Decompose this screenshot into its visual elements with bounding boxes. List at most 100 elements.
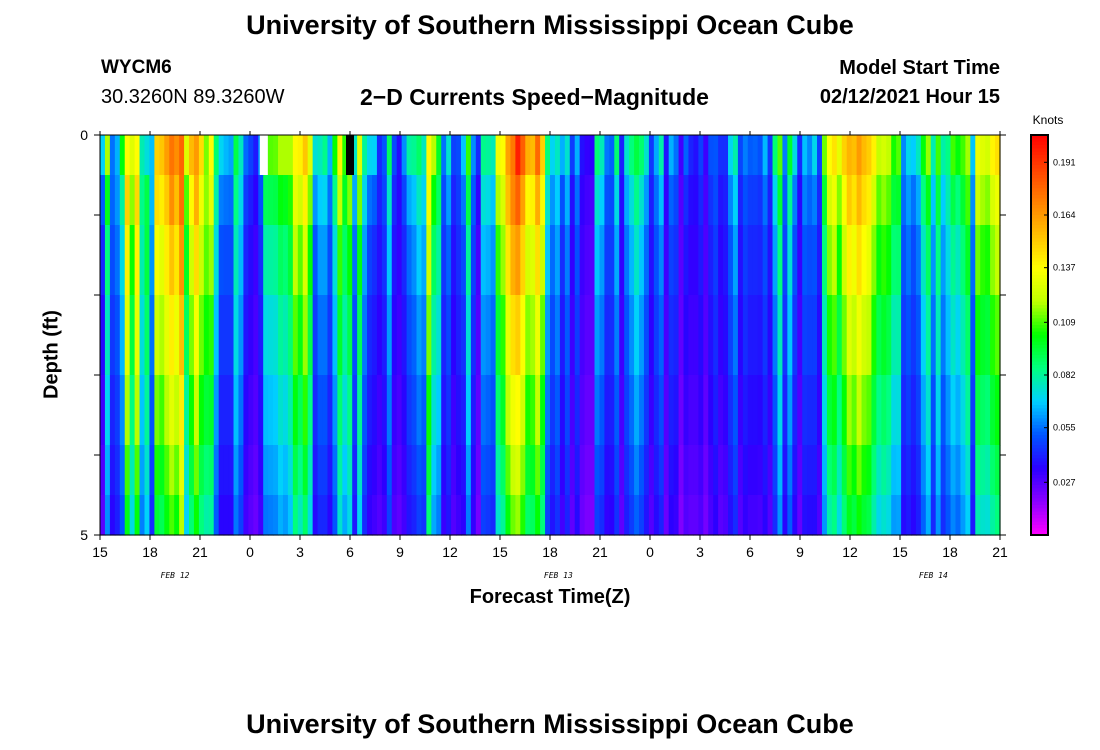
heatmap-cell [134, 375, 141, 446]
heatmap-cell [228, 445, 235, 496]
heatmap-cell [569, 445, 576, 496]
heatmap-cell [243, 375, 249, 446]
heatmap-cell [723, 495, 729, 536]
heatmap-cell [802, 225, 808, 296]
heatmap-cell [505, 295, 512, 376]
heatmap-cell [574, 135, 581, 176]
heatmap-cell [708, 135, 714, 176]
colorbar-swatch [1031, 141, 1048, 146]
plot-title: 2−D Currents Speed−Magnitude [360, 84, 709, 110]
heatmap-cell [861, 175, 868, 226]
heatmap-cell [787, 495, 793, 536]
heatmap-cell [826, 175, 833, 226]
heatmap-cell [876, 295, 882, 376]
heatmap-cell [292, 495, 299, 536]
heatmap-cell [278, 375, 284, 446]
heatmap-cell [648, 445, 655, 496]
heatmap-cell [554, 295, 561, 376]
heatmap-cell [342, 375, 348, 446]
heatmap-cell [831, 445, 838, 496]
heatmap-cell [104, 175, 111, 226]
colorbar-swatch [1031, 218, 1048, 223]
heatmap-cell [273, 135, 279, 176]
heatmap-cell [535, 295, 541, 376]
heatmap-cell [955, 445, 962, 496]
heatmap-cell [144, 175, 151, 226]
heatmap-cell [456, 375, 462, 446]
heatmap-cell [287, 175, 294, 226]
heatmap-cell [965, 445, 971, 496]
colorbar-tick-label: 0.164 [1053, 210, 1076, 220]
heatmap-cell [787, 375, 793, 446]
heatmap-cell [841, 225, 848, 296]
heatmap-cell [139, 175, 146, 226]
heatmap-cell [480, 295, 487, 376]
heatmap-cell [797, 225, 803, 296]
heatmap-cell [485, 375, 492, 446]
heatmap-cell [282, 445, 289, 496]
heatmap-cell [737, 175, 744, 226]
heatmap-cell [470, 135, 477, 176]
heatmap-cell [718, 445, 724, 496]
heatmap-cell [485, 495, 492, 536]
heatmap-cell [129, 445, 136, 496]
heatmap-cell [915, 445, 922, 496]
colorbar-swatch [1031, 271, 1048, 276]
heatmap-cell [985, 445, 991, 496]
heatmap-cell [362, 445, 368, 496]
heatmap-cell [930, 375, 937, 446]
heatmap-cell [134, 295, 141, 376]
colorbar-swatch [1031, 468, 1048, 473]
heatmap-cell [713, 175, 719, 226]
heatmap-cell [698, 225, 704, 296]
heatmap-cell [915, 295, 922, 376]
heatmap-cell [559, 225, 566, 296]
heatmap-cell [950, 175, 957, 226]
heatmap-cell [599, 295, 605, 376]
colorbar-swatch [1031, 445, 1048, 449]
heatmap-cell [861, 445, 868, 496]
heatmap-cell [376, 445, 383, 496]
heatmap-cell [431, 135, 437, 176]
heatmap-cell [856, 175, 863, 226]
heatmap-cell [436, 445, 442, 496]
heatmap-cell [203, 225, 210, 296]
heatmap-cell [114, 175, 121, 226]
heatmap-cell [747, 175, 754, 226]
heatmap-cell [480, 495, 487, 536]
heatmap-cell [441, 495, 447, 536]
heatmap-cell [114, 445, 121, 496]
heatmap-cell [703, 295, 709, 376]
heatmap-cells [100, 135, 1001, 536]
heatmap-cell [836, 225, 843, 296]
colorbar-swatch [1031, 508, 1048, 513]
heatmap-cell [332, 495, 338, 536]
heatmap-cell [980, 445, 986, 496]
heatmap-cell [668, 295, 675, 376]
heatmap-cell [441, 175, 447, 226]
heatmap-cell [945, 175, 952, 226]
heatmap-cell [906, 445, 912, 496]
heatmap-cell [515, 175, 521, 226]
heatmap-cell [134, 135, 141, 176]
colorbar-swatch [1031, 288, 1048, 293]
colorbar-swatch [1031, 348, 1048, 353]
heatmap-cell [367, 445, 373, 496]
colorbar-swatch [1031, 158, 1048, 163]
heatmap-cell [159, 375, 165, 446]
heatmap-cell [421, 225, 427, 296]
heatmap-cell [490, 495, 497, 536]
heatmap-cell [955, 225, 962, 296]
colorbar-swatch [1031, 378, 1048, 383]
heatmap-cell [307, 135, 314, 176]
heatmap-cell [945, 295, 952, 376]
heatmap-cell [164, 375, 170, 446]
heatmap-cell [624, 135, 630, 176]
heatmap-cell [213, 225, 220, 296]
heatmap-cell [446, 295, 452, 376]
heatmap-cell [851, 175, 858, 226]
heatmap-cell [426, 225, 432, 296]
heatmap-cell [460, 225, 467, 296]
heatmap-cell [243, 135, 249, 176]
heatmap-cell [930, 295, 937, 376]
